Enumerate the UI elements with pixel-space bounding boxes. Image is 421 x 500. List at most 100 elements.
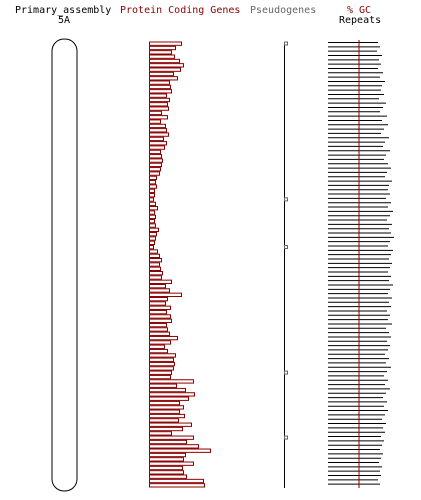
- gene-bar: [149, 335, 178, 341]
- repeats-label: Repeats: [339, 15, 382, 26]
- gene-bar: [149, 93, 167, 98]
- gene-bar: [149, 162, 162, 168]
- gene-bar: [149, 452, 186, 458]
- gene-bar: [149, 465, 183, 471]
- gene-bar: [149, 110, 162, 116]
- gene-bar: [149, 348, 168, 354]
- gene-bar: [149, 236, 156, 241]
- gene-bar: [149, 383, 177, 388]
- gene-bar: [149, 171, 160, 176]
- gene-bar: [149, 102, 168, 107]
- gene-bar: [149, 314, 171, 319]
- gene-bar: [149, 283, 166, 289]
- gene-bar: [149, 474, 187, 479]
- gene-bar: [149, 76, 178, 81]
- gene-bar: [149, 188, 155, 194]
- gene-bar: [149, 210, 155, 215]
- gene-bar: [149, 154, 162, 159]
- gene-bar: [149, 270, 163, 276]
- gene-bar: [149, 89, 172, 94]
- gene-bar: [149, 119, 161, 124]
- gene-bar: [149, 240, 155, 246]
- gene-bar: [149, 249, 158, 254]
- gene-bar: [149, 387, 186, 393]
- gene-bar: [149, 45, 176, 51]
- gene-bar: [149, 461, 194, 466]
- gene-bar: [149, 418, 179, 423]
- gene-bar: [149, 266, 161, 271]
- pseudogene-marker: [284, 370, 288, 375]
- gene-bar: [149, 426, 183, 432]
- gene-bar: [149, 292, 182, 297]
- gene-bar: [149, 301, 166, 306]
- gene-bar: [149, 223, 156, 228]
- gene-bar: [149, 309, 167, 315]
- gene-bar: [149, 366, 174, 371]
- gene-bar: [149, 305, 171, 310]
- gene-bar: [149, 357, 174, 362]
- gene-bar: [149, 115, 168, 120]
- gene-bar: [149, 128, 167, 133]
- gene-bar: [149, 245, 154, 250]
- gene-bar: [149, 175, 157, 181]
- protein-coding-genes-track: [149, 41, 211, 488]
- pseudogenes-track: [284, 41, 288, 488]
- repeats-track: [328, 42, 394, 485]
- gene-bar: [149, 396, 189, 401]
- gene-bar: [149, 201, 156, 207]
- gene-bar: [149, 483, 205, 488]
- gene-bar: [149, 63, 184, 68]
- gene-bar: [149, 58, 180, 64]
- gene-bar: [149, 374, 171, 380]
- gene-bar: [149, 422, 192, 427]
- chromosome-label: 5A: [58, 15, 71, 26]
- gc-label: % GC: [347, 5, 372, 16]
- gene-bar: [149, 405, 184, 410]
- gene-bar: [149, 353, 176, 358]
- gene-bar: [149, 84, 171, 90]
- gene-bar: [149, 448, 211, 453]
- pseudogene-marker: [284, 41, 288, 46]
- gene-bar: [149, 275, 162, 280]
- gene-bar: [149, 439, 187, 445]
- gene-bar: [149, 258, 162, 263]
- gene-bar: [149, 392, 195, 397]
- pseudogene-marker: [284, 197, 288, 202]
- gene-bar: [149, 41, 182, 46]
- gene-bar: [149, 158, 163, 163]
- gene-bar: [149, 470, 184, 475]
- gene-bar: [149, 54, 175, 59]
- gene-bar: [149, 184, 157, 189]
- gene-bar: [149, 67, 181, 72]
- gene-bar: [149, 435, 194, 440]
- gene-bar: [149, 331, 170, 336]
- protein-coding-genes-label: Protein Coding Genes: [120, 5, 241, 16]
- gene-bar: [149, 71, 174, 77]
- gene-bar: [149, 370, 172, 375]
- gene-bar: [149, 431, 172, 436]
- gene-bar: [149, 262, 160, 267]
- gene-bar: [149, 478, 204, 484]
- gene-bar: [149, 141, 167, 146]
- gene-bar: [149, 180, 156, 185]
- gene-bar: [149, 97, 170, 103]
- gene-bar: [149, 296, 168, 302]
- gene-bar: [149, 206, 158, 211]
- gene-bar: [149, 318, 172, 323]
- gene-bar: [149, 232, 157, 237]
- gene-bar: [149, 400, 180, 406]
- gene-bar: [149, 50, 172, 55]
- gene-bar: [149, 253, 160, 259]
- gene-bar: [149, 149, 161, 155]
- gene-bar: [149, 197, 154, 202]
- gene-bar: [149, 227, 159, 233]
- gene-bar: [149, 145, 165, 150]
- gene-bar: [149, 80, 170, 85]
- gene-bar: [149, 106, 169, 111]
- pseudogenes-label: Pseudogenes: [250, 5, 317, 16]
- pseudogene-marker: [284, 245, 288, 250]
- gene-bar: [149, 214, 156, 220]
- gene-bar: [149, 322, 167, 328]
- gene-bar: [149, 340, 171, 345]
- gene-bar: [149, 279, 172, 284]
